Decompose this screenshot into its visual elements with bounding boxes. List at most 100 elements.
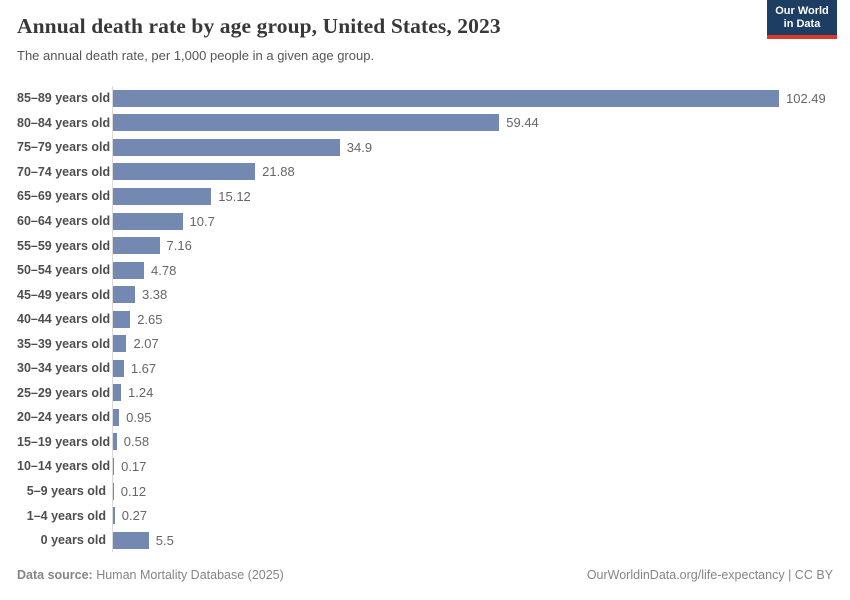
chart-rows: 85–89 years old 102.49 80–84 years old 59.4… [17, 86, 833, 553]
bar-track: 2.65 [112, 306, 833, 332]
bar-row: 25–29 years old 1.24 [17, 380, 833, 406]
bar-track: 0.58 [112, 429, 833, 455]
bar-track: 102.49 [112, 86, 833, 111]
bar-row: 5–9 years old 0.12 [17, 478, 833, 504]
bar-label: 5–9 years old [26, 484, 106, 499]
bar[interactable] [113, 384, 122, 402]
bar-row: 85–89 years old 102.49 [17, 86, 833, 111]
bar[interactable] [113, 237, 160, 255]
bar[interactable] [113, 212, 183, 230]
bar[interactable] [113, 261, 145, 279]
bar-row: 40–44 years old 2.65 [17, 306, 833, 332]
bar[interactable] [113, 114, 500, 132]
bar-value-label: 10.7 [189, 213, 215, 229]
bar-track: 21.88 [112, 159, 833, 185]
owid-link[interactable]: OurWorldinData.org/life-expectancy [586, 568, 785, 582]
bar-row: 50–54 years old 4.78 [17, 257, 833, 283]
bar-label: 40–44 years old [17, 312, 111, 327]
license-text: | CC BY [784, 568, 833, 582]
bar-value-label: 21.88 [262, 164, 295, 180]
bar-track: 3.38 [112, 282, 833, 307]
bar-track: 15.12 [112, 184, 833, 209]
bar-track: 10.7 [112, 208, 833, 234]
data-source-text: Human Mortality Database (2025) [92, 568, 284, 582]
bar-value-label: 0.12 [120, 483, 147, 499]
bar-value-label: 102.49 [786, 90, 826, 106]
bar-track: 34.9 [112, 135, 833, 160]
bar-track: 2.07 [112, 331, 833, 357]
bar[interactable] [113, 359, 124, 377]
bar-label: 35–39 years old [17, 336, 111, 351]
attribution: OurWorldinData.org/life-expectancy | CC … [587, 568, 833, 582]
bar-row: 60–64 years old 10.7 [17, 208, 833, 234]
bar-label: 65–69 years old [17, 189, 111, 204]
bar-value-label: 15.12 [218, 188, 251, 204]
bar-label: 70–74 years old [17, 164, 111, 179]
bar[interactable] [113, 310, 131, 328]
bar-track: 1.24 [112, 380, 833, 406]
bar-row: 1–4 years old 0.27 [17, 503, 833, 528]
bar[interactable] [113, 457, 115, 475]
bar-value-label: 0.17 [121, 458, 147, 474]
bar-track: 5.5 [112, 527, 833, 553]
bar-value-label: 0.95 [126, 409, 152, 425]
bar-label: 10–14 years old [17, 459, 111, 474]
bar-label: 30–34 years old [17, 361, 111, 376]
bar[interactable] [113, 163, 256, 181]
chart-subtitle: The annual death rate, per 1,000 people … [17, 48, 375, 63]
chart-header: Annual death rate by age group, United S… [17, 14, 833, 63]
bar-value-label: 0.27 [121, 508, 148, 524]
bar-row: 55–59 years old 7.16 [17, 233, 833, 258]
bar-label: 0 years old [40, 533, 106, 548]
bar-value-label: 4.78 [151, 262, 177, 278]
bar-value-label: 5.5 [155, 532, 174, 548]
bar-track: 4.78 [112, 257, 833, 283]
bar[interactable] [113, 335, 127, 353]
bar-row: 65–69 years old 15.12 [17, 184, 833, 209]
bar-row: 10–14 years old 0.17 [17, 454, 833, 479]
bar-row: 0 years old 5.5 [17, 527, 833, 553]
bar-track: 0.27 [112, 503, 833, 528]
bar-value-label: 0.58 [123, 434, 150, 450]
bar-label: 45–49 years old [17, 287, 111, 302]
bar-label: 15–19 years old [17, 434, 111, 449]
bar[interactable] [113, 89, 779, 107]
bar[interactable] [113, 408, 120, 426]
bar-value-label: 2.07 [133, 336, 159, 352]
bar-row: 80–84 years old 59.44 [17, 110, 833, 136]
bar[interactable] [113, 138, 340, 156]
owid-logo-line2: in Data [783, 18, 821, 31]
bar-row: 75–79 years old 34.9 [17, 135, 833, 160]
bar-label: 60–64 years old [17, 214, 111, 228]
page-title: Annual death rate by age group, United S… [17, 14, 501, 38]
bar-value-label: 2.65 [137, 311, 163, 327]
bar-track: 1.67 [112, 356, 833, 381]
bar-value-label: 34.9 [346, 139, 373, 155]
bar-label: 80–84 years old [17, 115, 111, 130]
bar-value-label: 1.67 [130, 360, 157, 376]
bar-track: 59.44 [112, 110, 833, 136]
bar[interactable] [113, 286, 135, 304]
data-source-label: Data source: [17, 568, 93, 582]
bar-label: 85–89 years old [17, 91, 111, 106]
bar-label: 55–59 years old [17, 238, 111, 253]
bar-row: 45–49 years old 3.38 [17, 282, 833, 307]
bar-value-label: 3.38 [141, 287, 168, 303]
bar[interactable] [113, 433, 117, 451]
bar-track: 0.17 [112, 454, 833, 479]
bar[interactable] [113, 482, 114, 500]
bar-label: 20–24 years old [17, 410, 111, 425]
bar-row: 35–39 years old 2.07 [17, 331, 833, 357]
chart-footer: Data source: Human Mortality Database (2… [17, 568, 833, 582]
bar-label: 75–79 years old [17, 140, 111, 155]
bar-label: 50–54 years old [17, 263, 111, 278]
bar-track: 0.12 [112, 478, 833, 504]
bar-row: 70–74 years old 21.88 [17, 159, 833, 185]
bar-value-label: 59.44 [506, 115, 539, 131]
bar[interactable] [113, 187, 212, 205]
bar-track: 0.95 [112, 405, 833, 430]
owid-logo[interactable]: Our World in Data [767, 0, 837, 40]
bar[interactable] [113, 507, 115, 525]
bar[interactable] [113, 531, 149, 549]
bar-row: 15–19 years old 0.58 [17, 429, 833, 455]
